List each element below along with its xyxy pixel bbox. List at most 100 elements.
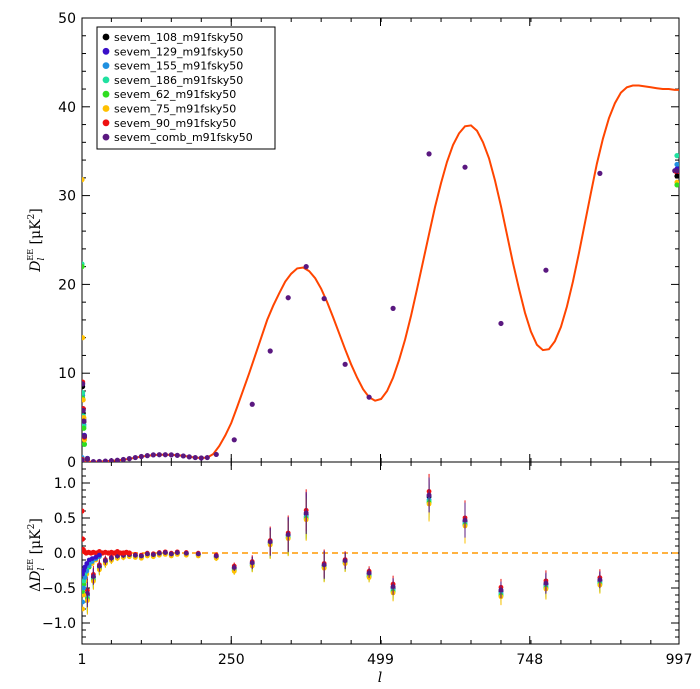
data-point: [90, 458, 96, 462]
residual-point: [321, 562, 327, 568]
data-point: [132, 454, 138, 461]
residual-point: [156, 550, 162, 556]
data-point: [174, 452, 180, 458]
data-point: [303, 264, 309, 270]
residual-point: [82, 536, 86, 542]
data-point: [390, 305, 396, 311]
data-point: [249, 401, 255, 407]
top-panel-ticks: 0 10 20 30 40 50: [58, 11, 680, 471]
x-tick-label: 250: [218, 652, 245, 668]
residual-point: [82, 575, 88, 580]
y-tick-label: 50: [58, 11, 76, 27]
data-point: [108, 458, 114, 462]
data-point: [144, 453, 150, 459]
legend-box: [96, 26, 276, 150]
x-tick-label: 997: [666, 652, 693, 668]
data-point: [321, 296, 327, 302]
bottom-y-axis-label: ΔDlEE [μK2]: [26, 518, 47, 592]
data-point: [82, 407, 86, 414]
residual-point: [90, 573, 96, 579]
data-point: [543, 267, 549, 273]
data-point: [126, 456, 132, 462]
y-tick-label: 10: [58, 366, 76, 382]
data-point: [213, 451, 219, 458]
data-point: [192, 454, 198, 461]
residual-point: [138, 553, 144, 559]
x-tick-label: 499: [367, 652, 394, 668]
edge-data-point: [674, 168, 679, 174]
data-point: [102, 458, 108, 462]
legend-marker: [102, 33, 110, 41]
residual-point: [162, 550, 168, 555]
residual-point: [342, 558, 348, 564]
data-point: [114, 457, 120, 462]
data-point: [82, 418, 87, 424]
residual-point: [168, 551, 174, 557]
y-tick-label: −1.0: [42, 616, 76, 632]
residual-point: [597, 577, 603, 583]
legend-marker: [102, 119, 110, 127]
data-point: [82, 441, 87, 447]
data-point: [156, 452, 162, 458]
data-point: [267, 348, 273, 354]
legend: sevem_108_m91fsky50sevem_129_m91fsky50se…: [96, 26, 276, 150]
residual-point: [96, 552, 102, 558]
data-point: [498, 320, 504, 327]
data-point: [597, 170, 603, 176]
residual-point: [82, 585, 87, 591]
residual-point: [82, 606, 85, 612]
data-point: [82, 425, 87, 431]
residual-point: [150, 552, 156, 558]
data-point: [426, 151, 432, 157]
legend-marker: [102, 105, 110, 112]
data-point: [180, 453, 186, 459]
data-point: [150, 452, 156, 458]
residual-point: [366, 570, 372, 576]
residual-point: [144, 551, 150, 557]
residual-data-points: [82, 473, 603, 615]
residual-point: [213, 553, 219, 559]
legend-label: sevem_186_m91fsky50: [114, 74, 243, 87]
data-point: [285, 295, 291, 301]
residual-point: [102, 558, 108, 564]
y-tick-label: 0.0: [54, 546, 76, 562]
residual-point: [93, 554, 99, 560]
residual-point: [231, 565, 237, 570]
top-data-points: [82, 151, 679, 462]
residual-point: [267, 539, 273, 545]
residual-point: [132, 552, 138, 558]
residual-point: [303, 510, 309, 516]
legend-label: sevem_108_m91fsky50: [114, 31, 243, 44]
data-point: [162, 452, 168, 458]
data-point: [186, 454, 192, 460]
data-point: [82, 264, 85, 270]
data-point: [82, 381, 86, 387]
top-y-axis-label: DlEE [μK2]: [26, 208, 47, 273]
data-point: [366, 394, 372, 400]
data-point: [462, 164, 468, 170]
x-axis-label: l: [378, 670, 382, 686]
legend-marker: [102, 76, 110, 84]
data-point: [82, 390, 86, 396]
data-point: [168, 452, 174, 458]
edge-data-point: [674, 161, 679, 168]
legend-label: sevem_comb_m91fsky50: [114, 131, 253, 144]
residual-point: [498, 587, 504, 593]
data-point: [204, 454, 210, 461]
residual-point: [84, 590, 90, 596]
y-tick-label: 0.5: [54, 511, 76, 527]
residual-point: [126, 550, 132, 556]
data-point: [82, 457, 85, 462]
legend-marker: [102, 133, 110, 141]
x-tick-label: 1: [78, 652, 87, 668]
data-point: [96, 458, 102, 462]
legend-label: sevem_155_m91fsky50: [114, 60, 243, 73]
residual-point: [543, 580, 549, 586]
legend-label: sevem_62_m91fsky50: [114, 88, 236, 101]
residual-point: [96, 563, 102, 569]
residual-point: [285, 532, 291, 537]
residual-point: [108, 555, 114, 561]
data-point: [82, 177, 85, 183]
data-point: [342, 361, 348, 367]
